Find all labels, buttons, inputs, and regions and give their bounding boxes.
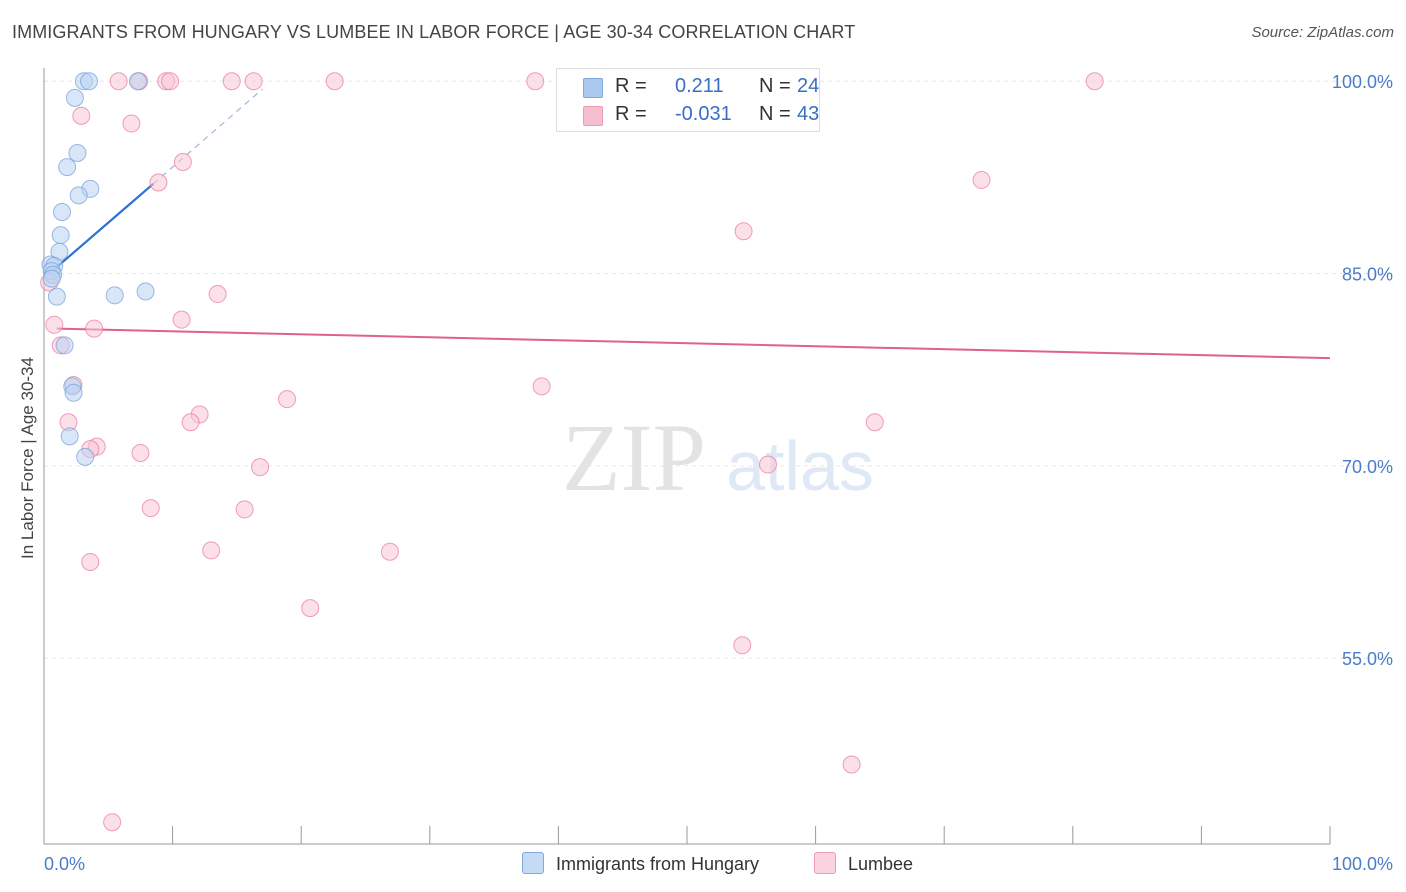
lumbee-point xyxy=(865,413,884,432)
lumbee-swatch xyxy=(583,106,603,126)
hungary-trend-line xyxy=(47,182,155,276)
hungary-point xyxy=(55,336,74,355)
y-axis-label: In Labor Force | Age 30-34 xyxy=(18,357,37,559)
hungary-point xyxy=(60,427,79,446)
watermark: ZIP atlas xyxy=(562,404,874,511)
chart-source: Source: ZipAtlas.com xyxy=(1251,24,1394,41)
grid-lines xyxy=(44,80,1394,659)
watermark-atlas: atlas xyxy=(726,427,874,505)
lumbee-point xyxy=(532,377,551,396)
hungary-point xyxy=(42,269,61,288)
lumbee-point xyxy=(122,114,141,133)
lumbee-point xyxy=(149,173,168,192)
y-tick-label: 100.0% xyxy=(1332,72,1393,92)
y-tick-label: 85.0% xyxy=(1342,265,1393,285)
lumbee-point xyxy=(45,315,64,334)
lumbee-point xyxy=(301,599,320,618)
n-value: 43 xyxy=(797,103,820,125)
hungary-point xyxy=(128,72,147,91)
hungary-point xyxy=(65,88,84,107)
lumbee-point xyxy=(202,541,221,560)
lumbee-point xyxy=(85,319,104,338)
correlation-stats-box: R = 0.211 N = 24 R = -0.031 N = 43 xyxy=(556,68,820,132)
lumbee-point xyxy=(734,222,753,241)
legend-item-lumbee: Lumbee xyxy=(814,852,913,875)
hungary-point xyxy=(68,144,87,163)
axes xyxy=(43,68,1331,845)
r-value: -0.031 xyxy=(675,103,732,125)
legend-swatch-hungary xyxy=(522,852,544,874)
r-value: 0.211 xyxy=(675,75,724,97)
lumbee-point xyxy=(972,170,991,189)
hungary-point xyxy=(51,226,70,245)
legend-label-hungary: Immigrants from Hungary xyxy=(556,854,760,874)
chart-title: IMMIGRANTS FROM HUNGARY VS LUMBEE IN LAB… xyxy=(12,22,856,42)
n-label: N = xyxy=(759,103,791,125)
lumbee-point xyxy=(325,72,344,91)
lumbee-point xyxy=(172,310,191,329)
r-label: R = xyxy=(615,75,647,97)
lumbee-point xyxy=(161,72,180,91)
lumbee-point xyxy=(222,72,241,91)
hungary-swatch xyxy=(583,78,603,98)
hungary-trend-extension xyxy=(152,88,264,185)
lumbee-point xyxy=(1085,72,1104,91)
lumbee-point xyxy=(72,106,91,125)
hungary-point xyxy=(58,158,77,177)
lumbee-point xyxy=(109,72,128,91)
trend-lines xyxy=(47,88,1331,360)
lumbee-point xyxy=(733,636,752,655)
lumbee-point xyxy=(181,413,200,432)
n-value: 24 xyxy=(797,75,820,97)
n-label: N = xyxy=(759,75,791,97)
lumbee-point xyxy=(208,285,227,304)
hungary-point xyxy=(69,186,88,205)
tick-labels: 55.0% 70.0% 85.0% 100.0% 0.0% 100.0% xyxy=(44,72,1393,874)
lumbee-point xyxy=(244,72,263,91)
hungary-point xyxy=(76,447,95,466)
legend-label-lumbee: Lumbee xyxy=(848,854,914,874)
lumbee-point xyxy=(131,444,150,462)
hungary-point xyxy=(64,383,83,402)
legend-item-hungary: Immigrants from Hungary xyxy=(522,852,759,875)
y-tick-label: 70.0% xyxy=(1342,457,1393,477)
lumbee-point xyxy=(380,542,399,561)
hungary-point xyxy=(136,282,155,301)
hungary-point xyxy=(105,286,124,305)
lumbee-point xyxy=(81,552,100,571)
data-points xyxy=(40,72,1104,832)
r-label: R = xyxy=(615,103,647,125)
hungary-point xyxy=(53,202,72,221)
lumbee-point xyxy=(251,458,270,477)
lumbee-point xyxy=(173,152,192,171)
lumbee-trend-line xyxy=(56,327,1331,360)
legend-swatch-lumbee xyxy=(814,852,836,874)
lumbee-point xyxy=(842,755,861,774)
watermark-zip: ZIP xyxy=(562,404,706,511)
lumbee-point xyxy=(235,500,254,519)
hungary-point xyxy=(80,72,99,91)
lumbee-point xyxy=(278,390,297,409)
lumbee-point xyxy=(759,455,778,474)
lumbee-point xyxy=(103,813,122,832)
lumbee-point xyxy=(526,72,545,91)
hungary-point xyxy=(47,287,66,306)
x-tick-label: 0.0% xyxy=(44,854,85,874)
x-tick-label: 100.0% xyxy=(1332,854,1393,874)
y-tick-label: 55.0% xyxy=(1342,649,1393,669)
lumbee-point xyxy=(141,499,160,518)
